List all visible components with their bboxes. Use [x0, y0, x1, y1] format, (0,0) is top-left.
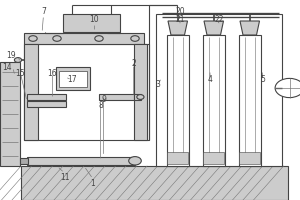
Bar: [20, 158, 28, 164]
Bar: [63, 14, 120, 32]
Text: 9: 9: [101, 95, 106, 104]
Bar: [21, 166, 288, 200]
Bar: [27, 94, 66, 100]
Text: 17: 17: [67, 75, 77, 84]
Bar: [24, 33, 144, 44]
Text: 1: 1: [91, 178, 95, 188]
Text: 14: 14: [2, 62, 11, 72]
Text: 7: 7: [41, 6, 46, 16]
Text: 21: 21: [175, 15, 185, 23]
Bar: [24, 44, 38, 140]
Circle shape: [95, 36, 103, 41]
Bar: [24, 44, 148, 140]
Bar: [56, 67, 90, 90]
Bar: [239, 152, 260, 164]
Bar: [238, 35, 261, 166]
Bar: [167, 152, 188, 164]
Bar: [134, 44, 147, 140]
Text: 16: 16: [48, 68, 57, 77]
Polygon shape: [240, 21, 260, 35]
Bar: [27, 157, 135, 165]
Text: 3: 3: [155, 80, 160, 88]
Circle shape: [131, 36, 139, 41]
Text: 10: 10: [90, 15, 99, 23]
Text: 20: 20: [175, 6, 185, 16]
Circle shape: [14, 58, 22, 62]
Bar: [167, 35, 189, 166]
Circle shape: [29, 36, 37, 41]
Bar: [203, 152, 224, 164]
Circle shape: [275, 78, 300, 98]
Bar: [202, 35, 225, 166]
Text: 8: 8: [98, 100, 103, 110]
Bar: [134, 94, 141, 100]
Text: 5: 5: [260, 75, 265, 84]
Bar: [156, 14, 282, 166]
Text: 4: 4: [208, 75, 212, 84]
Text: 22: 22: [214, 15, 224, 23]
Circle shape: [129, 157, 141, 165]
Circle shape: [137, 95, 144, 99]
Circle shape: [53, 36, 61, 41]
Text: 2: 2: [131, 60, 136, 68]
Polygon shape: [168, 21, 188, 35]
Polygon shape: [204, 21, 224, 35]
Text: 19: 19: [7, 51, 16, 60]
Bar: [27, 101, 66, 107]
Bar: [0, 62, 20, 166]
Bar: [58, 71, 87, 87]
Text: 15: 15: [16, 68, 25, 77]
Bar: [99, 94, 134, 100]
Text: 11: 11: [60, 172, 69, 182]
